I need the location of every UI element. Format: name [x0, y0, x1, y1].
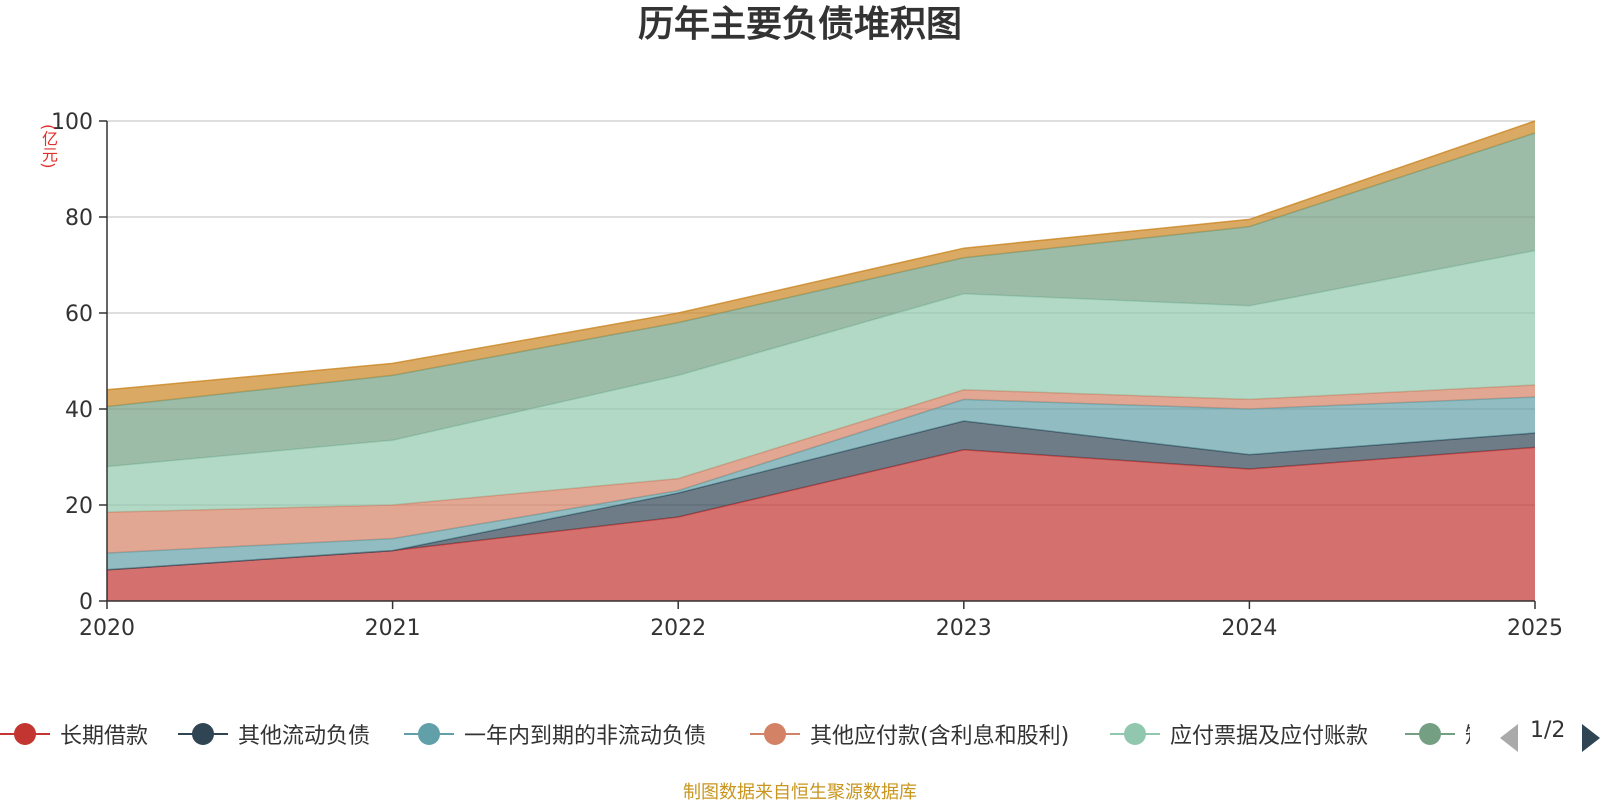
- legend: 长期借款 其他流动负债 一年内到期的非流动负债 其他应付款(含利息和股利) 应付票据及应…: [0, 712, 1600, 756]
- y-tick-label: 80: [65, 206, 93, 231]
- source-note: 制图数据来自恒生聚源数据库: [683, 782, 917, 803]
- area-series-3: [107, 385, 1535, 553]
- legend-page-indicator: 1/2: [1530, 718, 1566, 743]
- area-series-0: [107, 447, 1535, 601]
- area-series-1: [107, 421, 1535, 570]
- legend-marker-icon: [178, 712, 228, 756]
- legend-marker-icon: [0, 712, 50, 756]
- legend-label: 短期借款: [1465, 718, 1470, 750]
- area-series-2: [107, 397, 1535, 570]
- legend-prev-page-icon[interactable]: [1500, 724, 1518, 752]
- legend-marker-icon: [1405, 712, 1455, 756]
- legend-label: 其他应付款(含利息和股利): [810, 724, 1070, 749]
- legend-pager: 1/2: [1500, 712, 1600, 756]
- line-series-6: [106, 120, 1536, 391]
- x-tick-label: 2022: [650, 616, 706, 641]
- line-series-3: [106, 384, 1536, 513]
- chart-plot: 0 20 40 60 80 100 2020 2021 2022 2023 2024 2025: [51, 110, 1563, 641]
- legend-label: 应付票据及应付账款: [1170, 724, 1369, 749]
- legend-item[interactable]: 其他应付款(含利息和股利): [750, 712, 1069, 756]
- legend-item[interactable]: 其他流动负债: [178, 712, 370, 756]
- y-tick-label: 0: [79, 590, 93, 615]
- x-tick-label: 2021: [365, 616, 421, 641]
- legend-label: 其他流动负债: [238, 724, 371, 749]
- y-tick-label: 20: [65, 494, 93, 519]
- legend-label: 一年内到期的非流动负债: [464, 724, 707, 749]
- legend-item[interactable]: 短期借款: [1405, 712, 1470, 756]
- legend-marker-icon: [404, 712, 454, 756]
- area-series-5: [107, 133, 1535, 467]
- legend-item[interactable]: 长期借款: [0, 712, 148, 756]
- legend-item[interactable]: 一年内到期的非流动负债: [404, 712, 706, 756]
- y-tick-label: 100: [51, 110, 93, 135]
- y-axis-unit-label: (亿元): [39, 124, 58, 169]
- x-tick-label: 2020: [79, 616, 135, 641]
- y-tick-label: 40: [65, 398, 93, 423]
- x-tick-label: 2024: [1221, 616, 1277, 641]
- y-tick-label: 60: [65, 302, 93, 327]
- chart-title: 历年主要负债堆积图: [637, 4, 962, 45]
- area-series-4: [107, 250, 1535, 513]
- legend-marker-icon: [1110, 712, 1160, 756]
- area-series-6: [107, 121, 1535, 407]
- x-tick-label: 2023: [936, 616, 992, 641]
- legend-marker-icon: [750, 712, 800, 756]
- legend-item[interactable]: 应付票据及应付账款: [1110, 712, 1368, 756]
- legend-next-page-icon[interactable]: [1582, 724, 1600, 752]
- legend-items: 长期借款 其他流动负债 一年内到期的非流动负债 其他应付款(含利息和股利) 应付票据及应…: [0, 712, 1470, 756]
- x-tick-label: 2025: [1507, 616, 1563, 641]
- legend-label: 长期借款: [60, 724, 149, 749]
